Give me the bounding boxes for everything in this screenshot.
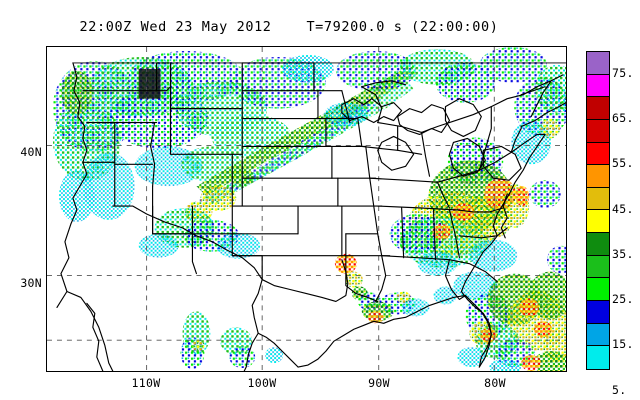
y-tick-label-40n: 40N: [20, 145, 42, 159]
map-frame[interactable]: [46, 46, 567, 372]
colorbar-label-35: 35.: [612, 246, 634, 261]
colorbar-band-30: [587, 255, 609, 279]
plot-title: 22:00Z Wed 23 May 2012 T=79200.0 s (22:0…: [79, 19, 499, 35]
colorbar-label-65: 65.: [612, 110, 634, 125]
colorbar-band-35: [587, 233, 609, 256]
x-tick-label-100w: 100W: [247, 376, 277, 390]
colorbar-band-50: [587, 165, 609, 188]
x-tick-label-110w: 110W: [131, 376, 161, 390]
radar-reflectivity-raster: [47, 47, 566, 371]
colorbar-label-15: 15.: [612, 337, 634, 352]
colorbar-band-20: [587, 301, 609, 324]
colorbar-band-15: [587, 323, 609, 347]
colorbar-band-25: [587, 278, 609, 302]
colorbar-band-10: [587, 346, 609, 369]
x-tick-label-80w: 80W: [484, 376, 506, 390]
colorbar-label-75: 75.: [612, 65, 634, 80]
colorbar-band-45: [587, 187, 609, 211]
colorbar-band-60: [587, 119, 609, 143]
colorbar-band-70: [587, 74, 609, 98]
colorbar-label-25: 25.: [612, 292, 634, 307]
colorbar-band-55: [587, 142, 609, 166]
coastline-and-state-borders: [56, 62, 566, 371]
x-tick-label-90w: 90W: [368, 376, 390, 390]
y-tick-label-30n: 30N: [20, 276, 42, 290]
reflectivity-colorbar[interactable]: [586, 51, 610, 370]
colorbar-label-55: 55.: [612, 156, 634, 171]
colorbar-band-40: [587, 210, 609, 234]
colorbar-label-5: 5.: [612, 382, 627, 397]
colorbar-band-65: [587, 97, 609, 120]
map-canvas[interactable]: [47, 47, 566, 371]
colorbar-band-75: [587, 52, 609, 75]
colorbar-label-45: 45.: [612, 201, 634, 216]
latlon-gridlines: [47, 47, 566, 371]
